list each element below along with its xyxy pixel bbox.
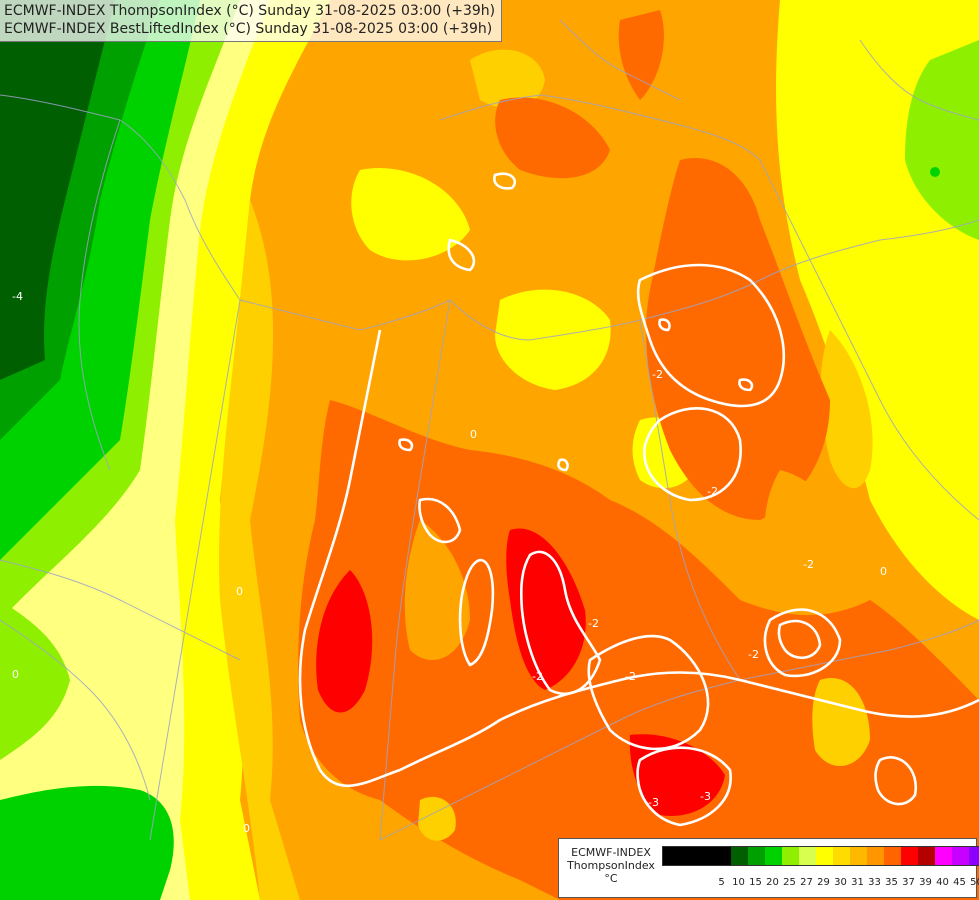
legend-swatch (782, 847, 799, 865)
legend-title: ECMWF-INDEX ThompsonIndex °C (563, 846, 659, 885)
field-darkorange-east (646, 158, 830, 520)
legend-swatch (952, 847, 969, 865)
contour-label: -3 (648, 796, 659, 809)
field-gold-southeast (812, 678, 870, 767)
field-orange-hole2 (764, 470, 850, 583)
legend-tick-label: 37 (902, 877, 915, 888)
field-red-south (629, 734, 725, 816)
legend-spacer (662, 877, 679, 888)
contour-label: -2 (625, 670, 636, 683)
contour-label: -2 (748, 648, 759, 661)
legend-tick-label: 50 (970, 877, 979, 888)
contour-label: -2 (707, 485, 718, 498)
legend-swatch (833, 847, 850, 865)
field-west-darkgreen (0, 0, 115, 380)
field-sw-green (0, 785, 174, 900)
legend-swatch (680, 847, 697, 865)
contour-label: 0 (243, 822, 250, 835)
legend-swatch (799, 847, 816, 865)
field-ne-dot (930, 167, 940, 177)
field-east-gold (820, 330, 873, 489)
contours (298, 172, 979, 827)
legend-spacer (696, 877, 713, 888)
field-darkorange-main (298, 400, 979, 900)
contour-label: -2 (532, 670, 543, 683)
legend-tick-label: 40 (936, 877, 949, 888)
contour-label: -4 (12, 290, 23, 303)
legend-swatch (918, 847, 935, 865)
legend-swatch (935, 847, 952, 865)
borders (0, 19, 979, 841)
legend-swatch (731, 847, 748, 865)
contour-labels: 0 0 0 0 0 -2 -2 -2 -2 -2 -2 -3 -3 -2 -4 (12, 290, 887, 835)
field-gold-west (219, 200, 300, 900)
contour-label: 0 (236, 585, 243, 598)
legend-swatch (867, 847, 884, 865)
legend-swatch (850, 847, 867, 865)
legend-title-parameter: ThompsonIndex (567, 859, 655, 872)
legend-tick-label: 20 (766, 877, 779, 888)
contour-label: 0 (880, 565, 887, 578)
field-darkorange-north (495, 97, 610, 179)
legend-swatch (765, 847, 782, 865)
legend-swatch (697, 847, 714, 865)
legend-tick-label: 25 (783, 877, 796, 888)
contour-label: -3 (700, 790, 711, 803)
contour-label: -2 (588, 617, 599, 630)
legend-swatch (714, 847, 731, 865)
legend-unit: °C (604, 872, 618, 885)
legend-tick-label: 27 (800, 877, 813, 888)
legend-tick-label: 5 (718, 877, 725, 888)
legend-tick-label: 15 (749, 877, 762, 888)
legend-swatch (884, 847, 901, 865)
legend-tick-label: 29 (817, 877, 830, 888)
field-north-yellow (351, 168, 470, 261)
legend-swatch (969, 847, 979, 865)
title-thompson-index: ECMWF-INDEX ThompsonIndex (°C) Sunday 31… (4, 3, 496, 19)
contour-label: 0 (470, 428, 477, 441)
legend-spacer (679, 877, 696, 888)
title-best-lifted-index: ECMWF-INDEX BestLiftedIndex (°C) Sunday … (4, 21, 493, 37)
legend-tick-labels: 51015202527293031333537394045505560 (662, 877, 979, 888)
field-gold-south (418, 796, 456, 841)
legend-tick-label: 33 (868, 877, 881, 888)
legend-tick-label: 31 (851, 877, 864, 888)
legend-swatch (816, 847, 833, 865)
field-red-west (316, 570, 373, 713)
legend-swatch (748, 847, 765, 865)
field-central-yellow (495, 289, 611, 390)
legend-swatches (662, 846, 979, 866)
field-red-central (506, 528, 586, 690)
legend-tick-label: 35 (885, 877, 898, 888)
legend-tick-label: 30 (834, 877, 847, 888)
legend-swatch (663, 847, 680, 865)
legend-tick-label: 10 (732, 877, 745, 888)
legend-tick-label: 45 (953, 877, 966, 888)
legend-tick-label: 39 (919, 877, 932, 888)
field-darkorange-ne (618, 10, 664, 100)
field-north-gold (470, 49, 545, 109)
legend-title-model: ECMWF-INDEX (571, 846, 651, 859)
contour-label: 0 (12, 668, 19, 681)
field-orange-hole1 (404, 520, 470, 660)
legend-swatch (901, 847, 918, 865)
color-legend: ECMWF-INDEX ThompsonIndex °C 5 10 15 20 25 27… (558, 838, 979, 898)
contour-label: -2 (652, 368, 663, 381)
field-ne-lime (905, 40, 979, 240)
contour-label: -2 (803, 558, 814, 571)
field-sw-lime (0, 600, 70, 760)
map-title-box: ECMWF-INDEX ThompsonIndex (°C) Sunday 31… (0, 0, 503, 42)
